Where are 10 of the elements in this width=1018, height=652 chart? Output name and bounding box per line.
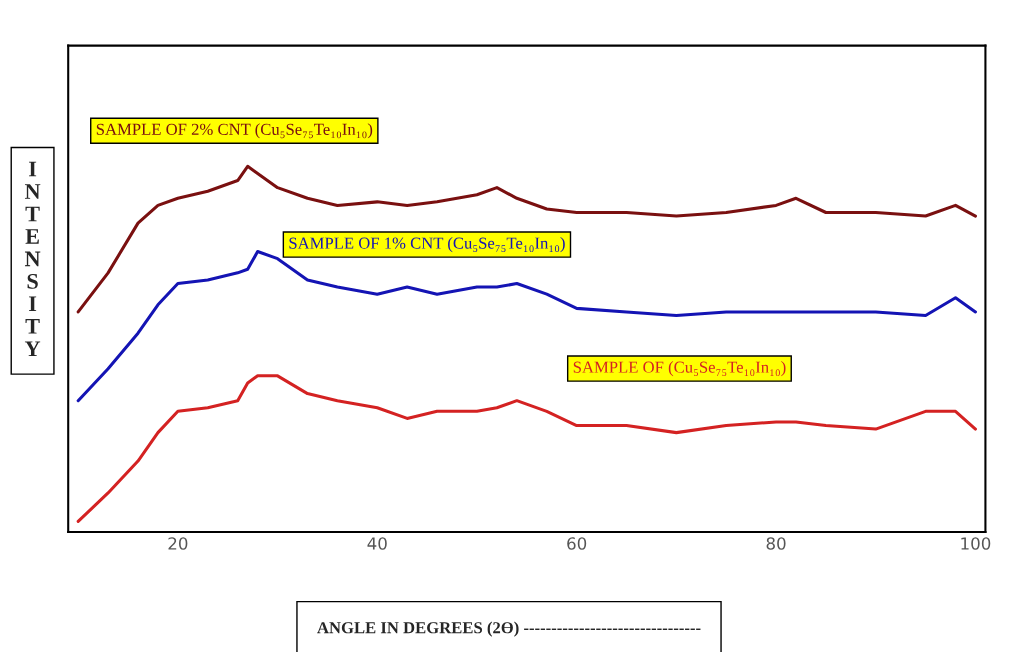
x-tick-label: 80 (766, 537, 786, 550)
x-axis-title: ANGLE IN DEGREES (2Ө) -------------------------------- (317, 621, 701, 637)
x-tick-label: 60 (567, 537, 587, 550)
x-tick-label: 40 (367, 537, 387, 550)
series-label: SAMPLE OF 1% CNT (Cu₅Se₇₅Te₁₀In₁₀) (289, 237, 565, 253)
text: SAMPLE OF 2% CNT (Cu₅Se₇₅Te₁₀In₁₀) (96, 123, 373, 139)
text: SAMPLE OF (Cu₅Se₇₅Te₁₀In₁₀) (573, 361, 786, 377)
text: INTENSITY (24, 161, 41, 357)
x-tick-label: 20 (168, 537, 188, 550)
x-tick-label: 100 (961, 537, 991, 550)
